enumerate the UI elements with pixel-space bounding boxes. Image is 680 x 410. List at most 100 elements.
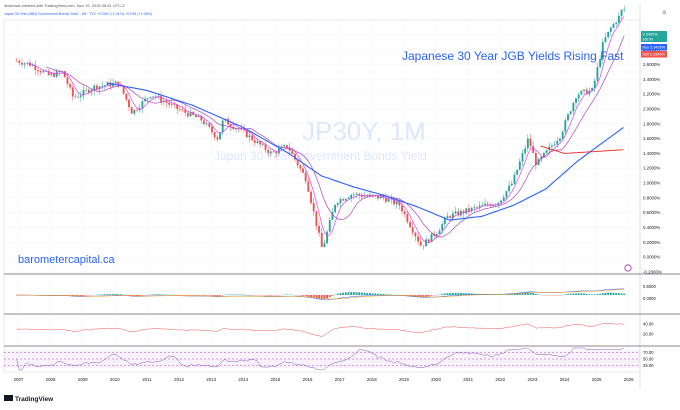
candle-body: [447, 216, 449, 218]
candle-body: [222, 120, 224, 132]
macd-histogram-bar: [273, 295, 275, 296]
candle-body: [468, 208, 470, 211]
candle-body: [524, 148, 526, 153]
y-tick-label: 1.0000%: [643, 181, 660, 186]
macd-histogram-bar: [425, 295, 427, 297]
candle-body: [278, 148, 280, 153]
candle-body: [131, 107, 133, 113]
candle-body: [350, 195, 352, 198]
candle-body: [366, 196, 368, 197]
candle-body: [321, 233, 323, 247]
candle-body: [527, 139, 529, 149]
y-tick-label: 0.2000%: [643, 240, 660, 245]
x-tick-label: 2023: [528, 377, 538, 382]
macd-histogram-bar: [350, 292, 352, 295]
candle-body: [273, 152, 275, 153]
watermark-name: Japan 30 Year Government Bonds Yield: [214, 149, 427, 163]
candle-body: [195, 115, 197, 117]
macd-histogram-bar: [583, 293, 585, 295]
x-tick-label: 2010: [110, 377, 120, 382]
macd-histogram-bar: [522, 293, 524, 295]
y-tick-label: 0.4000%: [643, 225, 660, 230]
candle-body: [439, 231, 441, 234]
candle-body: [227, 119, 229, 125]
macd-histogram-bar: [388, 294, 390, 295]
x-tick-label: 2016: [303, 377, 313, 382]
candle-body: [133, 110, 135, 114]
candle-body: [401, 206, 403, 212]
macd-histogram-bar: [115, 294, 117, 295]
chart-title: Japanese 30 Year JGB Yields Rising Fast: [402, 49, 624, 63]
y-tick-label: 0.6000%: [643, 210, 660, 215]
macd-histogram-bar: [230, 294, 232, 295]
candle-body: [307, 181, 309, 191]
candle-body: [48, 71, 50, 75]
candle-body: [607, 32, 609, 37]
macd-histogram-bar: [321, 295, 323, 299]
macd-histogram-bar: [112, 294, 114, 295]
macd-histogram-bar: [455, 293, 457, 295]
candle-body: [436, 234, 438, 236]
candle-body: [409, 222, 411, 227]
candle-body: [414, 233, 416, 237]
candle-body: [460, 211, 462, 215]
macd-histogram-bar: [382, 294, 384, 295]
x-tick-label: 2007: [14, 377, 24, 382]
y-tick-label: 0.0000%: [643, 255, 660, 260]
macd-histogram-bar: [211, 295, 213, 296]
macd-histogram-bar: [457, 293, 459, 295]
candle-body: [24, 63, 26, 64]
candle-body: [299, 165, 301, 168]
macd-histogram-bar: [214, 295, 216, 296]
candle-body: [313, 203, 315, 211]
macd-histogram-bar: [117, 294, 119, 295]
symbol-line: Japan 30 Year (JBD) Government Bonds Yie…: [4, 12, 152, 16]
settings-icon[interactable]: ⚙: [662, 10, 667, 16]
candle-body: [16, 61, 18, 62]
tradingview-logo-text: TradingView: [15, 396, 54, 403]
macd-histogram-bar: [594, 294, 596, 295]
tradingview-logo-icon: [4, 395, 13, 401]
macd-histogram-bar: [615, 293, 617, 295]
candle-body: [323, 243, 325, 247]
macd-histogram-bar: [374, 293, 376, 295]
candle-body: [388, 199, 390, 202]
candle-body: [605, 37, 607, 42]
candle-body: [583, 90, 585, 91]
x-tick-label: 2012: [174, 377, 184, 382]
macd-histogram-bar: [315, 295, 317, 298]
candle-body: [56, 71, 58, 77]
candle-body: [40, 71, 42, 72]
candle-body: [514, 175, 516, 184]
candle-body: [441, 224, 443, 230]
macd-histogram-bar: [599, 294, 601, 295]
candle-body: [208, 123, 210, 127]
macd-histogram-bar: [340, 293, 342, 295]
macd-histogram-bar: [623, 294, 625, 295]
x-tick-label: 2020: [431, 377, 441, 382]
candle-body: [141, 101, 143, 108]
macd-histogram-bar: [441, 294, 443, 295]
price-badge-sub: 16d 9h: [643, 37, 654, 41]
candle-body: [406, 214, 408, 222]
candle-body: [80, 95, 82, 97]
candle-body: [310, 192, 312, 203]
candle-body: [508, 185, 510, 191]
candle-body: [254, 140, 256, 143]
macd-histogram-bar: [607, 293, 609, 295]
macd-histogram-bar: [104, 294, 106, 295]
branding-text: barometercapital.ca: [18, 254, 115, 266]
panel-tick-label: 40.00: [643, 322, 654, 327]
macd-histogram-bar: [219, 295, 221, 296]
candle-body: [481, 205, 483, 206]
candle-body: [251, 136, 253, 141]
candle-body: [18, 61, 20, 63]
candle-body: [380, 196, 382, 198]
candle-body: [267, 150, 269, 153]
macd-histogram-bar: [356, 292, 358, 295]
price-badge-label: Sell 3.3345%: [643, 53, 666, 57]
macd-histogram-bar: [120, 294, 122, 295]
price-badge-label: 3.3400%: [643, 33, 659, 37]
